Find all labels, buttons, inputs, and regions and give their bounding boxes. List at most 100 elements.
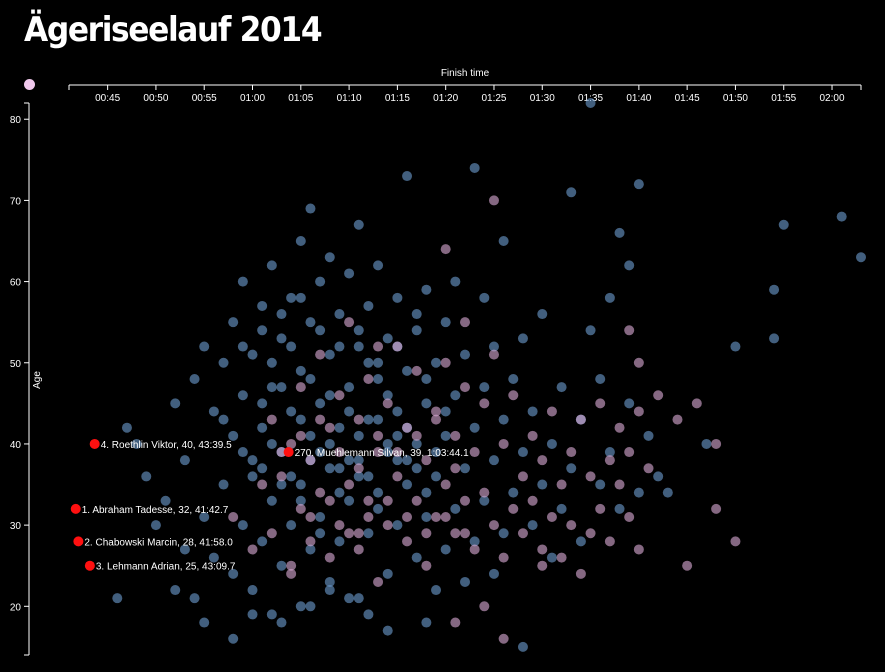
data-point-male[interactable] bbox=[344, 593, 355, 604]
data-point-female[interactable] bbox=[286, 560, 297, 571]
data-point-male[interactable] bbox=[324, 463, 335, 474]
data-point-male[interactable] bbox=[315, 512, 326, 522]
data-point-male[interactable] bbox=[257, 463, 268, 474]
data-point-male[interactable] bbox=[450, 390, 461, 401]
data-point-male[interactable] bbox=[295, 495, 306, 506]
data-point-male[interactable] bbox=[373, 374, 384, 384]
data-point-male[interactable] bbox=[469, 162, 480, 173]
data-point-male[interactable] bbox=[228, 633, 239, 644]
data-point-male[interactable] bbox=[218, 414, 229, 425]
data-point-female[interactable] bbox=[440, 479, 451, 490]
data-point-male[interactable] bbox=[595, 479, 606, 490]
data-point-male[interactable] bbox=[286, 341, 297, 352]
data-point-female[interactable] bbox=[479, 487, 490, 498]
data-point-female[interactable] bbox=[682, 560, 693, 571]
data-point-male[interactable] bbox=[353, 341, 364, 352]
data-point-male[interactable] bbox=[363, 609, 374, 620]
data-point-female[interactable] bbox=[517, 471, 528, 482]
data-point-male[interactable] bbox=[295, 414, 306, 425]
data-point-male[interactable] bbox=[324, 349, 335, 360]
data-point-male[interactable] bbox=[276, 479, 287, 490]
data-point-male[interactable] bbox=[315, 528, 326, 539]
data-point-male[interactable] bbox=[160, 495, 171, 506]
data-point-male[interactable] bbox=[295, 292, 306, 303]
data-point-female[interactable] bbox=[537, 560, 548, 571]
data-point-female[interactable] bbox=[527, 495, 538, 506]
data-point-male[interactable] bbox=[769, 284, 780, 295]
data-point-female[interactable] bbox=[266, 528, 277, 539]
highlight-runner[interactable]: 1. Abraham Tadesse, 32, 41:42.7 bbox=[70, 503, 229, 516]
data-point-male[interactable] bbox=[527, 520, 538, 531]
data-point-male[interactable] bbox=[546, 552, 557, 563]
data-point-male[interactable] bbox=[469, 536, 480, 547]
data-point-male[interactable] bbox=[179, 455, 190, 466]
data-point-female[interactable] bbox=[653, 390, 664, 401]
data-point-male[interactable] bbox=[373, 503, 384, 514]
data-point-male[interactable] bbox=[604, 292, 615, 303]
data-point-female[interactable] bbox=[392, 447, 403, 458]
data-point-male[interactable] bbox=[431, 357, 442, 368]
data-point-male[interactable] bbox=[344, 268, 355, 279]
data-point-male[interactable] bbox=[566, 463, 577, 474]
data-point-female[interactable] bbox=[402, 422, 413, 433]
data-point-male[interactable] bbox=[237, 447, 248, 458]
data-point-male[interactable] bbox=[257, 422, 268, 433]
highlight-point[interactable] bbox=[89, 438, 100, 449]
data-point-male[interactable] bbox=[517, 333, 528, 344]
highlight-runner[interactable]: 2. Chabowski Marcin, 28, 41:58.0 bbox=[73, 536, 233, 548]
data-point-male[interactable] bbox=[353, 593, 364, 604]
data-point-male[interactable] bbox=[382, 568, 393, 579]
data-point-female[interactable] bbox=[624, 447, 635, 458]
data-point-female[interactable] bbox=[353, 544, 364, 555]
data-point-male[interactable] bbox=[402, 365, 413, 376]
data-point-male[interactable] bbox=[324, 438, 335, 449]
data-point-female[interactable] bbox=[431, 512, 442, 522]
data-point-male[interactable] bbox=[614, 503, 625, 514]
data-point-male[interactable] bbox=[353, 219, 364, 230]
data-point-male[interactable] bbox=[199, 341, 210, 352]
data-point-female[interactable] bbox=[488, 520, 499, 531]
highlight-point[interactable] bbox=[70, 503, 81, 514]
data-point-female[interactable] bbox=[488, 349, 499, 360]
data-point-male[interactable] bbox=[170, 398, 181, 409]
data-point-female[interactable] bbox=[450, 430, 461, 441]
data-point-male[interactable] bbox=[334, 422, 345, 433]
data-point-male[interactable] bbox=[334, 536, 345, 547]
data-point-female[interactable] bbox=[373, 447, 384, 458]
data-point-male[interactable] bbox=[150, 520, 161, 531]
data-point-male[interactable] bbox=[363, 471, 374, 482]
data-point-male[interactable] bbox=[305, 430, 316, 441]
data-point-female[interactable] bbox=[315, 349, 326, 360]
data-point-female[interactable] bbox=[537, 455, 548, 466]
data-point-male[interactable] bbox=[266, 382, 277, 393]
data-point-male[interactable] bbox=[392, 430, 403, 441]
data-point-male[interactable] bbox=[546, 438, 557, 449]
data-point-male[interactable] bbox=[488, 341, 499, 352]
data-point-female[interactable] bbox=[344, 528, 355, 539]
data-point-male[interactable] bbox=[382, 447, 393, 458]
data-point-male[interactable] bbox=[450, 276, 461, 287]
data-point-female[interactable] bbox=[556, 479, 567, 490]
data-point-male[interactable] bbox=[334, 309, 345, 320]
data-point-female[interactable] bbox=[373, 430, 384, 441]
data-point-male[interactable] bbox=[305, 374, 316, 384]
data-point-male[interactable] bbox=[305, 317, 316, 328]
data-point-male[interactable] bbox=[344, 495, 355, 506]
data-point-male[interactable] bbox=[382, 390, 393, 401]
data-point-female[interactable] bbox=[402, 536, 413, 547]
data-point-female[interactable] bbox=[363, 374, 374, 384]
data-point-male[interactable] bbox=[508, 487, 519, 498]
data-point-male[interactable] bbox=[170, 585, 181, 596]
data-point-male[interactable] bbox=[295, 479, 306, 490]
data-point-female[interactable] bbox=[373, 576, 384, 587]
data-point-female[interactable] bbox=[315, 414, 326, 425]
highlight-point[interactable] bbox=[73, 536, 84, 547]
data-point-female[interactable] bbox=[353, 528, 364, 539]
data-point-male[interactable] bbox=[237, 390, 248, 401]
data-point-female[interactable] bbox=[324, 552, 335, 563]
data-point-female[interactable] bbox=[286, 568, 297, 579]
data-point-male[interactable] bbox=[382, 625, 393, 636]
data-point-male[interactable] bbox=[633, 487, 644, 498]
data-point-female[interactable] bbox=[450, 463, 461, 474]
data-point-female[interactable] bbox=[479, 398, 490, 409]
